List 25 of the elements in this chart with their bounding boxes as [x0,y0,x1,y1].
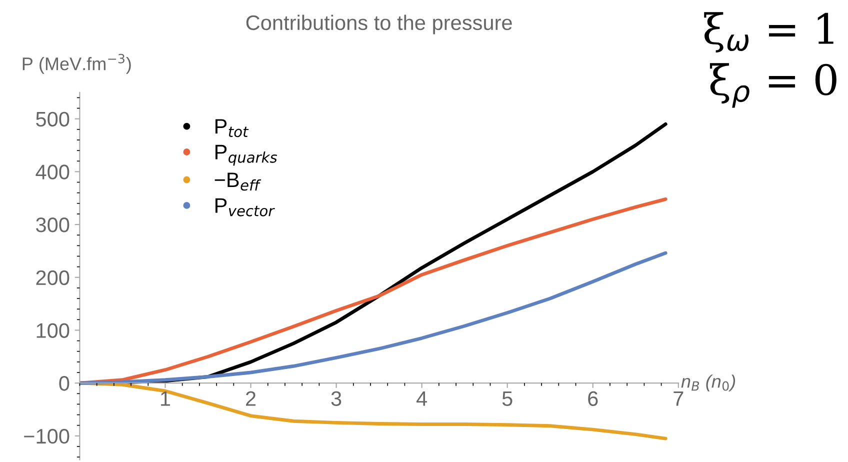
x-axis-title: n$_{B}$ (n$_{0}$) [681,374,736,392]
y-tick-label: −100 [24,428,70,444]
x-tick-label: 3 [331,391,342,406]
y-tick-label: 300 [36,218,70,232]
chart-title: Contributions to the pressure [246,14,512,34]
x-tick-label: 1 [161,391,170,406]
text: ξ$_{ρ}$ = 0 [710,63,836,108]
legend-label: P$_{vector}$ [216,198,275,216]
y-tick-label: 100 [36,323,70,338]
x-tick-label: 2 [246,391,256,406]
line-series [80,381,668,440]
y-tick-label: 200 [36,270,70,286]
line-series [80,251,668,385]
x-tick-label: 7 [674,391,684,406]
y-axis-title: P (MeV.fm$^{−3}$) [22,54,131,74]
legend-label: P$_{quarks}$ [216,144,278,166]
y-tick-label: 0 [59,376,70,391]
legend-label: −B$_{eff}$ [214,172,262,191]
x-tick-label: 5 [502,391,512,406]
x-tick-label: 4 [416,391,428,406]
x-tick-label: 6 [588,391,598,406]
legend-label: P$_{tot}$ [216,119,249,138]
y-tick-label: 400 [36,164,70,180]
y-tick-label: 500 [36,112,70,127]
text: ξ$_{ω}$ = 1 [704,12,834,52]
